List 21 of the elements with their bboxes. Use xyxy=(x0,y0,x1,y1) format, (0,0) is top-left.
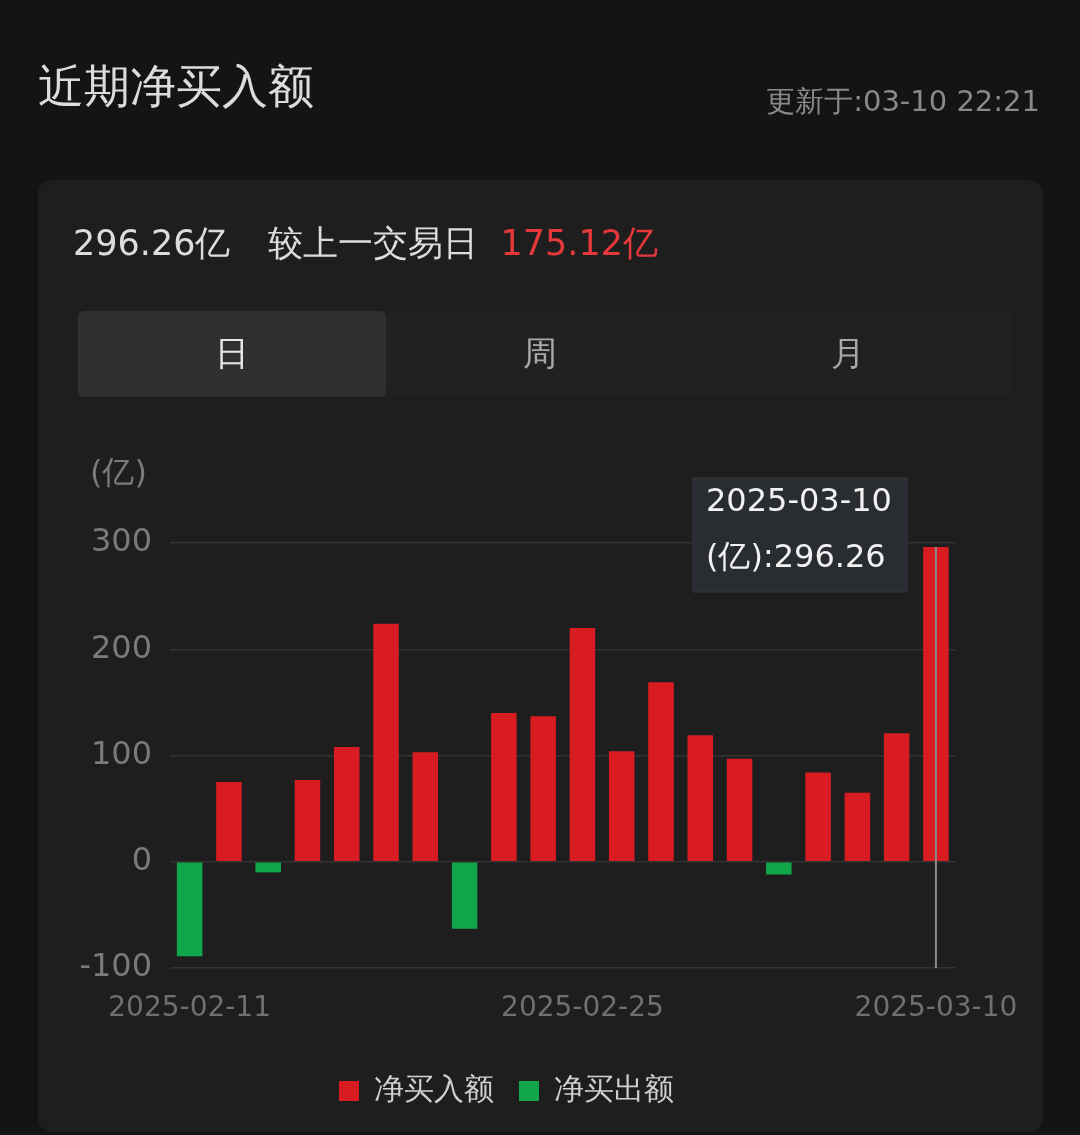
x-tick-label: 2025-03-10 xyxy=(854,990,1018,1024)
y-tick-label: -100 xyxy=(79,946,152,985)
text: 日 xyxy=(215,332,249,375)
text: 296.26亿 xyxy=(73,221,231,265)
y-tick-label: 300 xyxy=(90,521,152,560)
legend-label: 净买出额 xyxy=(554,1070,674,1106)
text: 175.12亿 xyxy=(500,221,658,265)
annotation: (亿):296.26 xyxy=(705,537,886,576)
x-tick-label: 2025-02-11 xyxy=(108,990,272,1024)
legend-label: 净买入额 xyxy=(374,1070,494,1106)
chart-title: 近期净买入额 xyxy=(38,58,314,115)
text: 较上一交易日 xyxy=(268,221,479,265)
x-tick-label: 2025-02-25 xyxy=(501,990,664,1024)
text: 月 xyxy=(831,332,865,375)
y-tick-label: 200 xyxy=(90,627,152,666)
text: 周 xyxy=(523,332,557,375)
chart-subtitle: 更新于:03-10 22:21 xyxy=(766,83,1040,120)
category-label: 2025-03-10 xyxy=(705,481,892,520)
y-tick-label: 0 xyxy=(131,840,152,879)
y-axis-title: (亿) xyxy=(90,453,147,492)
y-tick-label: 100 xyxy=(90,733,152,772)
